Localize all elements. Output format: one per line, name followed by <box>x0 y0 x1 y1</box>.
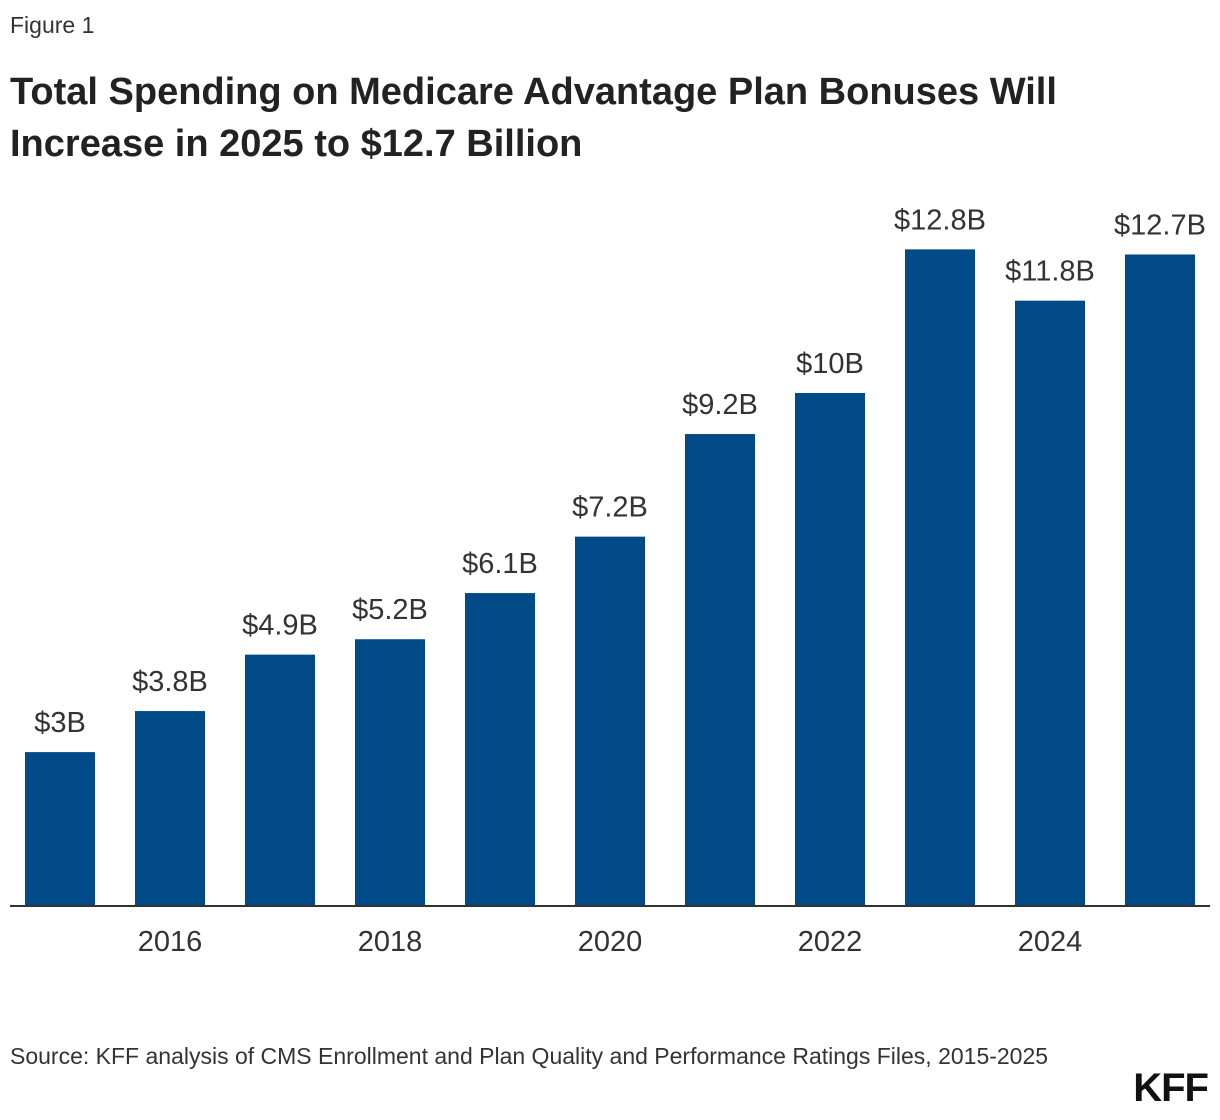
x-tick-label-2016: 2016 <box>138 926 203 958</box>
x-tick-label-2024: 2024 <box>1018 926 1083 958</box>
data-label-2022: $10B <box>796 348 864 380</box>
x-tick-label-2018: 2018 <box>358 926 423 958</box>
bar-2023 <box>905 249 975 907</box>
data-label-2015: $3B <box>34 707 86 739</box>
data-label-2020: $7.2B <box>572 492 648 524</box>
data-label-2025: $12.7B <box>1114 209 1206 241</box>
data-label-2019: $6.1B <box>462 548 538 580</box>
data-label-2023: $12.8B <box>894 204 986 236</box>
chart-title: Total Spending on Medicare Advantage Pla… <box>10 71 1057 165</box>
bar-2022 <box>795 393 865 906</box>
data-label-2016: $3.8B <box>132 666 208 698</box>
bar-labels-group: $3B $3.8B $4.9B $5.2B $6.1B $7.2B $9.2B $10B $12… <box>34 204 1206 739</box>
figure-label: Figure 1 <box>10 12 95 38</box>
kff-logo: KFF <box>1133 1066 1209 1110</box>
bar-2021 <box>685 434 755 906</box>
data-label-2024: $11.8B <box>1005 256 1095 288</box>
bar-2020 <box>575 536 645 906</box>
bars-group <box>25 249 1195 907</box>
data-label-2021: $9.2B <box>682 389 758 421</box>
bar-2017 <box>245 654 315 906</box>
x-tick-label-2020: 2020 <box>578 926 643 958</box>
data-label-2017: $4.9B <box>242 610 318 642</box>
bar-2016 <box>135 711 205 906</box>
bar-2024 <box>1015 300 1085 906</box>
x-tick-label-2022: 2022 <box>798 926 863 958</box>
x-tick-labels-group: 2016 2018 2020 2022 2024 <box>138 926 1083 958</box>
bar-2025 <box>1125 254 1195 907</box>
data-label-2018: $5.2B <box>352 594 428 626</box>
bar-2018 <box>355 639 425 906</box>
source-note: Source: KFF analysis of CMS Enrollment a… <box>10 1043 1049 1069</box>
bar-2019 <box>465 593 535 906</box>
bar-2015 <box>25 752 95 906</box>
